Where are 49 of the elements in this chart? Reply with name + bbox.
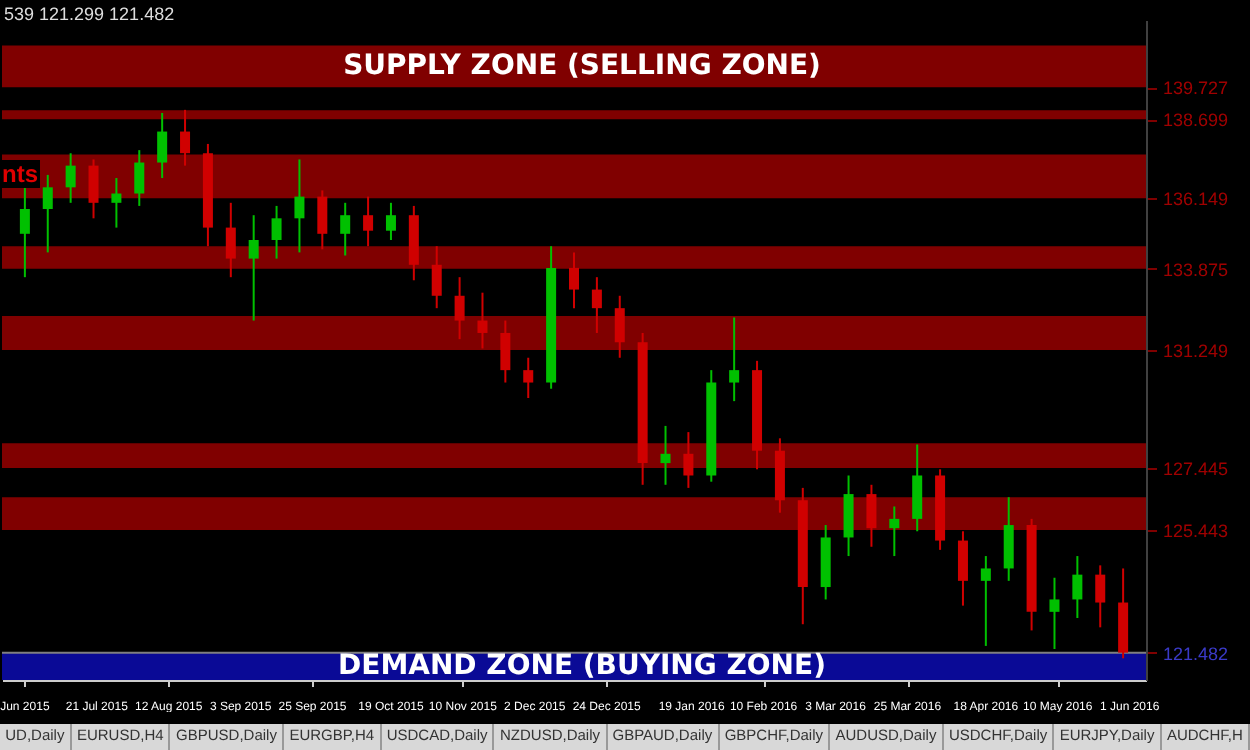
y-tick-label: 138.699 (1163, 110, 1229, 131)
band-label: DEMAND ZONE (BUYING ZONE) (338, 650, 826, 683)
candlestick (500, 319, 511, 384)
candlestick (1095, 564, 1106, 629)
candlestick (1049, 576, 1060, 651)
candlestick (65, 152, 76, 204)
candlestick (271, 204, 282, 260)
candlestick (957, 530, 968, 607)
candlestick (912, 443, 923, 533)
candlestick (317, 189, 328, 251)
annotation: nts (0, 160, 40, 188)
candlestick (134, 149, 145, 207)
candlestick (42, 173, 53, 254)
candlestick (294, 158, 305, 254)
candlestick (591, 276, 602, 334)
candlestick (660, 424, 671, 486)
candlestick (477, 291, 488, 350)
candlestick (248, 214, 259, 322)
y-tick-label: 139.727 (1163, 78, 1229, 99)
candlestick (980, 555, 991, 647)
candlestick (88, 158, 99, 220)
y-tick-label: 121.482 (1163, 643, 1229, 664)
band-label: SUPPLY ZONE (SELLING ZONE) (343, 50, 821, 83)
candlestick (683, 431, 694, 489)
candlestick (866, 483, 877, 548)
candlestick (523, 356, 534, 400)
y-tick-label: 136.149 (1163, 189, 1229, 210)
annotation: 539 121.299 121.482 (4, 4, 175, 24)
candlestick (19, 183, 30, 279)
y-tick-label: 133.875 (1163, 259, 1229, 280)
candlestick (729, 316, 740, 403)
candlestick (843, 474, 854, 558)
candlestick (180, 108, 191, 167)
y-tick-label: 127.445 (1163, 458, 1229, 479)
candlestick (385, 201, 396, 241)
candlestick (363, 195, 374, 248)
candlestick (889, 505, 900, 558)
candlestick (1003, 496, 1014, 582)
y-tick-label: 131.249 (1163, 341, 1229, 362)
candlestick (614, 294, 625, 359)
candlestick (569, 251, 579, 310)
candlestick (157, 111, 168, 180)
y-tick-label: 125.443 (1163, 520, 1229, 541)
candlestick (1072, 555, 1083, 620)
candlestick (340, 201, 351, 257)
candlestick (431, 245, 442, 310)
candlestick (111, 177, 122, 229)
candlestick (225, 201, 236, 279)
candlestick (454, 276, 465, 341)
